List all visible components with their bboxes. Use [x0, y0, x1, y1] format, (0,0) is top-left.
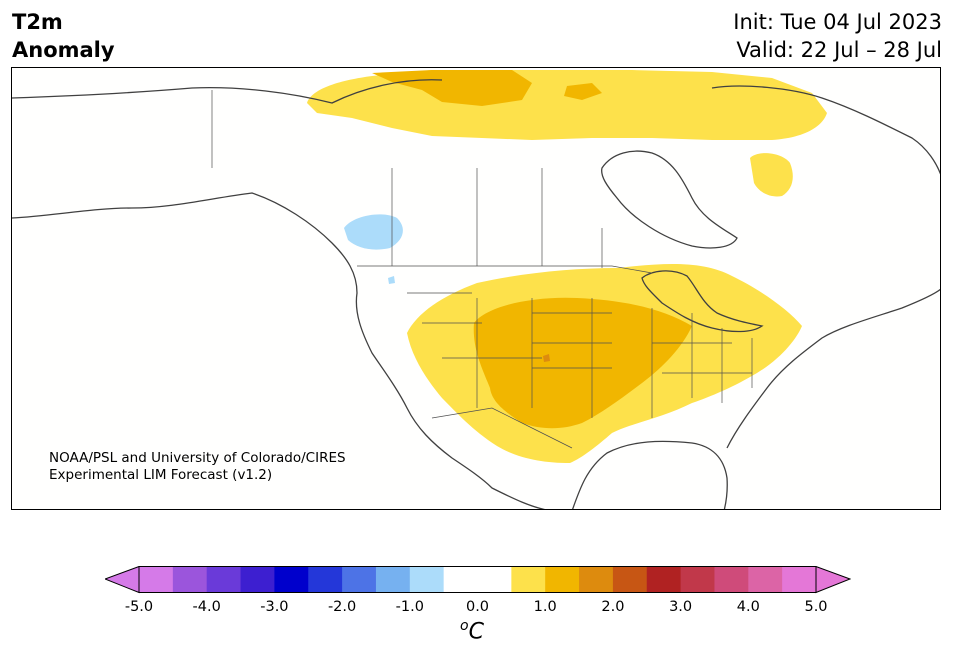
colorbar-cells	[139, 566, 817, 593]
colorbar-cell	[612, 566, 648, 593]
colorbar-tick-label: -1.0	[395, 599, 424, 615]
colorbar-unit: oC	[460, 618, 484, 644]
title-line-2: Anomaly	[12, 38, 115, 62]
mexico-border	[431, 407, 573, 449]
colorbar-cell	[680, 566, 715, 593]
canada-provinces	[211, 90, 603, 268]
colorbar-tick-label: -5.0	[124, 599, 154, 615]
degree-symbol: o	[460, 618, 469, 634]
labrador-warm-region	[750, 153, 793, 197]
atlantic-coast	[726, 288, 940, 449]
colorbar-cell	[375, 566, 411, 593]
init-date: Init: Tue 04 Jul 2023	[733, 10, 942, 34]
arctic-medium-region	[372, 70, 532, 106]
map-title: T2m Anomaly	[12, 8, 115, 64]
colorbar-cell	[443, 566, 478, 593]
colorbar-tick-label: 5.0	[804, 599, 828, 615]
colorbar-tick-label: 4.0	[736, 599, 760, 615]
colorbar-cell	[646, 566, 681, 593]
colorbar-tick-label: 0.0	[465, 599, 490, 615]
forecast-dates: Init: Tue 04 Jul 2023 Valid: 22 Jul – 28…	[733, 8, 942, 64]
colorbar-tick-label: -3.0	[260, 599, 289, 615]
arctic-coast	[12, 79, 443, 104]
colorbar-cell	[477, 566, 512, 593]
colorbar-cell	[342, 566, 377, 593]
colorbar-cell	[206, 566, 241, 593]
political-boundaries	[211, 90, 753, 449]
central-us-strong-dot	[543, 354, 550, 362]
credit-line-2: Experimental LIM Forecast (v1.2)	[49, 467, 273, 483]
colorbar-cell	[172, 566, 208, 593]
arctic-warm-region	[307, 70, 827, 140]
colorbar-cell	[748, 566, 783, 593]
colorbar-cell	[714, 566, 749, 593]
cool-anomaly-region	[344, 214, 403, 250]
valid-range: Valid: 22 Jul – 28 Jul	[736, 38, 942, 62]
pacific-coast	[12, 192, 546, 509]
map-credit: NOAA/PSL and University of Colorado/CIRE…	[49, 450, 346, 484]
colorbar-tick-label: 1.0	[533, 599, 557, 615]
colorbar-tick-label: -2.0	[327, 599, 357, 615]
colorbar-tick-label: 2.0	[601, 599, 625, 615]
coastlines	[12, 79, 940, 509]
central-us-medium-region	[473, 297, 692, 429]
colorbar-cell	[409, 566, 445, 593]
colorbar-tick-label: -4.0	[192, 599, 221, 615]
colorbar-cell	[579, 566, 614, 593]
unit-letter: C	[468, 619, 484, 645]
us-canada-border	[357, 265, 653, 274]
gulf-coast	[572, 440, 728, 509]
colorbar-cell	[782, 566, 817, 593]
small-cool-patch	[388, 276, 395, 284]
us-states-central	[532, 298, 653, 418]
us-states-east	[652, 313, 753, 403]
greenland-coast	[711, 85, 940, 175]
arctic-east-medium	[564, 83, 602, 100]
colorbar-outline	[138, 566, 817, 593]
colorbar-cell	[511, 566, 546, 593]
colorbar-cell	[545, 566, 580, 593]
credit-line-1: NOAA/PSL and University of Colorado/CIRE…	[49, 450, 346, 466]
title-line-1: T2m	[12, 10, 63, 34]
colorbar-under-arrow	[105, 566, 140, 594]
map-canvas	[12, 70, 940, 509]
us-states-west	[407, 292, 542, 408]
anomaly-map	[11, 67, 941, 510]
colorbar-over-arrow	[815, 566, 851, 594]
great-lakes	[641, 270, 764, 333]
colorbar-cell	[308, 566, 343, 593]
hudson-bay	[601, 150, 738, 249]
colorbar-cell	[139, 566, 174, 593]
colorbar-cell	[240, 566, 275, 593]
colorbar	[105, 566, 851, 594]
colorbar-cell	[274, 566, 309, 593]
colorbar-tick-label: 3.0	[669, 599, 693, 615]
